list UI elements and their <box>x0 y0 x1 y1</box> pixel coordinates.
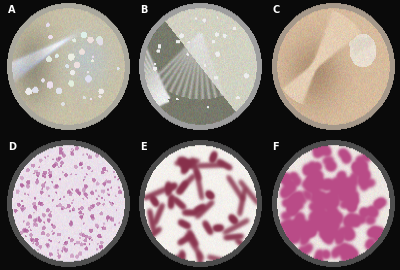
Text: A: A <box>8 5 15 15</box>
Text: E: E <box>140 141 147 151</box>
Text: B: B <box>140 5 148 15</box>
Text: F: F <box>272 141 279 151</box>
Text: D: D <box>8 141 16 151</box>
Text: C: C <box>272 5 280 15</box>
